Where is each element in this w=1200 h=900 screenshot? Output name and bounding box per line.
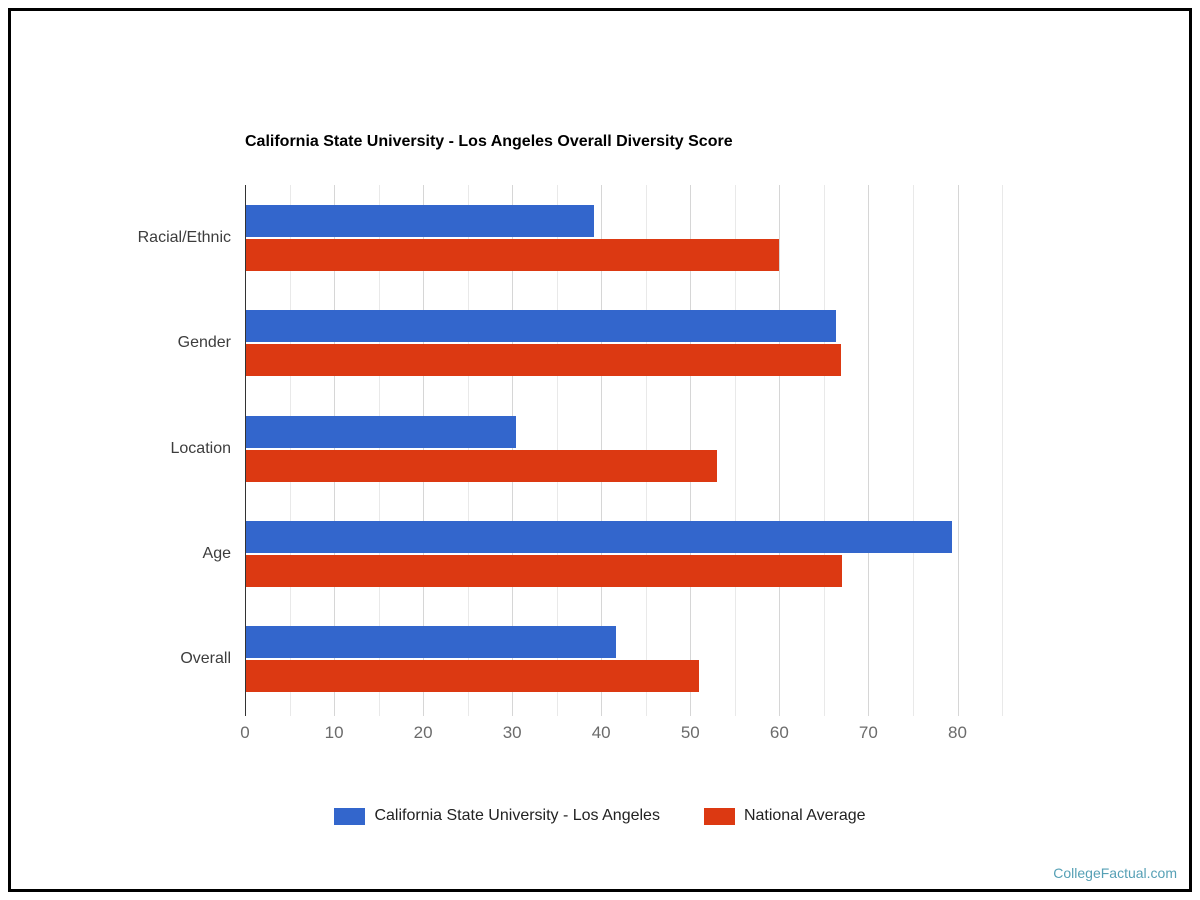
bar: [245, 449, 717, 482]
x-tick-label: 50: [680, 723, 700, 742]
bar-group: [245, 396, 1002, 501]
gridline: [957, 185, 959, 716]
bar: [245, 344, 841, 377]
category-label: Age: [202, 544, 231, 562]
x-tick-label: 40: [591, 723, 611, 742]
bar-group: [245, 185, 1002, 290]
bar-group: [245, 607, 1002, 712]
category-label: Location: [170, 439, 232, 457]
bar-rows: [245, 185, 1002, 712]
bar: [245, 626, 616, 659]
bar: [245, 554, 842, 587]
gridline: [1002, 185, 1003, 716]
x-tick-label: 0: [240, 723, 250, 742]
bar: [245, 660, 700, 693]
page-frame: California State University - Los Angele…: [8, 8, 1192, 892]
category-label: Overall: [180, 650, 231, 668]
gridline: [779, 185, 781, 716]
x-axis-labels: 0 10 20 30 40 50 60 70 80: [240, 723, 1002, 745]
gridline: [912, 185, 914, 716]
x-tick-label: 70: [858, 723, 878, 742]
bar: [245, 204, 595, 237]
watermark-link[interactable]: CollegeFactual.com: [1053, 865, 1177, 881]
bar: [245, 238, 780, 271]
bar-group: [245, 290, 1002, 395]
gridline: [734, 185, 736, 716]
x-tick-label: 80: [948, 723, 967, 742]
legend: California State University - Los Angele…: [11, 807, 1189, 825]
legend-label-school: California State University - Los Angele…: [374, 807, 660, 824]
gridline: [868, 185, 870, 716]
category-label: Racial/Ethnic: [137, 228, 231, 246]
chart-title: California State University - Los Angele…: [245, 133, 733, 150]
bar: [245, 415, 516, 448]
legend-swatch-red: [703, 807, 735, 825]
chart-canvas: California State University - Los Angele…: [11, 11, 1189, 889]
x-tick-label: 20: [413, 723, 433, 742]
legend-item-school: California State University - Los Angele…: [334, 807, 660, 825]
gridline: [823, 185, 825, 716]
plot-area: [245, 185, 1003, 716]
category-label: Gender: [177, 334, 231, 352]
x-tick-label: 30: [502, 723, 522, 742]
legend-swatch-blue: [334, 807, 366, 825]
category-labels: Racial/Ethnic Gender Location Age Overall: [11, 185, 231, 712]
y-axis-line: [245, 185, 246, 716]
legend-item-national: National Average: [703, 807, 866, 825]
x-tick-label: 10: [324, 723, 344, 742]
bar: [245, 520, 953, 553]
x-tick-label: 60: [769, 723, 789, 742]
legend-label-national: National Average: [743, 807, 866, 824]
bar: [245, 310, 837, 343]
bar-group: [245, 501, 1002, 606]
